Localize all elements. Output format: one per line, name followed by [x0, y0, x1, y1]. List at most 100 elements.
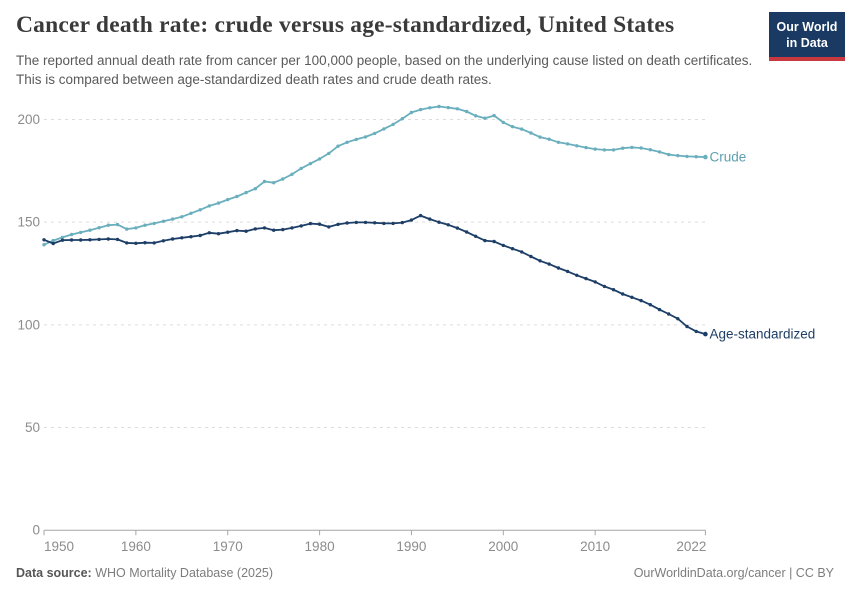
data-point[interactable] — [88, 238, 92, 242]
data-point[interactable] — [556, 140, 561, 144]
data-point[interactable] — [327, 151, 331, 156]
data-point[interactable] — [418, 107, 423, 112]
data-point[interactable] — [483, 238, 487, 243]
data-point[interactable] — [88, 228, 92, 232]
data-point[interactable] — [584, 276, 588, 281]
data-point[interactable] — [428, 217, 432, 221]
data-point[interactable] — [69, 238, 74, 242]
data-point[interactable] — [336, 222, 340, 227]
series-line-age-standardized[interactable] — [43, 214, 707, 335]
data-point[interactable] — [373, 131, 377, 136]
data-point[interactable] — [474, 114, 478, 118]
data-point[interactable] — [143, 223, 147, 227]
data-point[interactable] — [125, 227, 129, 231]
data-point[interactable] — [492, 239, 496, 244]
data-point[interactable] — [115, 222, 120, 227]
data-point[interactable] — [198, 208, 202, 212]
data-point[interactable] — [299, 224, 303, 228]
data-point[interactable] — [538, 135, 542, 139]
data-point[interactable] — [226, 197, 230, 202]
data-point[interactable] — [79, 230, 83, 235]
data-point[interactable] — [676, 153, 680, 158]
data-point[interactable] — [106, 237, 111, 241]
data-point[interactable] — [648, 303, 652, 307]
data-point[interactable] — [630, 295, 634, 299]
data-point[interactable] — [170, 237, 175, 241]
data-point[interactable] — [657, 150, 662, 154]
data-point[interactable] — [180, 215, 184, 219]
data-point[interactable] — [189, 235, 193, 239]
data-point[interactable] — [272, 228, 276, 232]
data-point[interactable] — [630, 145, 634, 150]
data-point[interactable] — [694, 155, 698, 159]
data-point[interactable] — [317, 157, 322, 161]
data-point[interactable] — [538, 259, 542, 263]
data-point[interactable] — [501, 120, 505, 125]
data-point[interactable] — [345, 140, 349, 144]
data-point[interactable] — [446, 223, 450, 227]
data-point[interactable] — [235, 228, 239, 233]
data-point[interactable] — [51, 241, 55, 246]
data-point[interactable] — [593, 147, 597, 151]
data-point[interactable] — [308, 161, 313, 166]
data-point[interactable] — [483, 116, 487, 120]
data-point[interactable] — [262, 179, 267, 184]
data-point[interactable] — [547, 262, 551, 266]
data-point[interactable] — [235, 194, 239, 199]
data-point[interactable] — [565, 142, 570, 146]
data-point[interactable] — [621, 146, 625, 150]
data-point[interactable] — [207, 231, 211, 235]
data-point[interactable] — [446, 105, 450, 110]
data-point[interactable] — [244, 229, 248, 233]
data-point[interactable] — [602, 284, 607, 289]
data-point[interactable] — [345, 221, 349, 225]
data-point[interactable] — [42, 243, 46, 247]
data-point[interactable] — [685, 154, 689, 159]
data-point[interactable] — [216, 232, 221, 236]
data-point[interactable] — [299, 166, 303, 171]
data-point[interactable] — [510, 125, 515, 129]
data-point[interactable] — [556, 266, 561, 270]
data-point[interactable] — [611, 288, 616, 292]
series-label-crude[interactable]: Crude — [710, 150, 747, 165]
data-point[interactable] — [409, 218, 414, 222]
data-point[interactable] — [593, 280, 597, 284]
data-point[interactable] — [170, 217, 175, 221]
data-point[interactable] — [161, 219, 166, 223]
data-point[interactable] — [382, 221, 386, 226]
data-point[interactable] — [262, 226, 267, 230]
data-point[interactable] — [667, 152, 671, 157]
data-point[interactable] — [69, 232, 74, 237]
data-point[interactable] — [575, 273, 579, 277]
data-point[interactable] — [216, 201, 221, 205]
data-point[interactable] — [308, 221, 313, 226]
data-point[interactable] — [437, 104, 441, 109]
data-point[interactable] — [106, 223, 111, 227]
data-point[interactable] — [363, 220, 368, 225]
data-point[interactable] — [428, 106, 432, 110]
data-point[interactable] — [639, 298, 643, 303]
data-point[interactable] — [125, 241, 129, 245]
data-point[interactable] — [639, 146, 643, 150]
data-point[interactable] — [354, 137, 358, 142]
data-point[interactable] — [97, 226, 101, 230]
data-point[interactable] — [621, 292, 625, 296]
data-point[interactable] — [703, 331, 708, 337]
data-point[interactable] — [510, 247, 515, 251]
data-point[interactable] — [51, 238, 55, 243]
data-point[interactable] — [42, 238, 46, 242]
data-point[interactable] — [437, 220, 441, 224]
data-point[interactable] — [281, 177, 285, 181]
data-point[interactable] — [676, 317, 680, 321]
data-point[interactable] — [657, 307, 662, 312]
data-point[interactable] — [464, 109, 469, 114]
data-point[interactable] — [290, 226, 294, 230]
data-point[interactable] — [464, 230, 469, 234]
data-point[interactable] — [336, 144, 340, 148]
data-point[interactable] — [501, 243, 505, 248]
data-point[interactable] — [60, 238, 65, 242]
data-point[interactable] — [648, 148, 652, 152]
data-point[interactable] — [520, 250, 524, 254]
data-point[interactable] — [189, 211, 193, 215]
data-point[interactable] — [226, 230, 230, 234]
